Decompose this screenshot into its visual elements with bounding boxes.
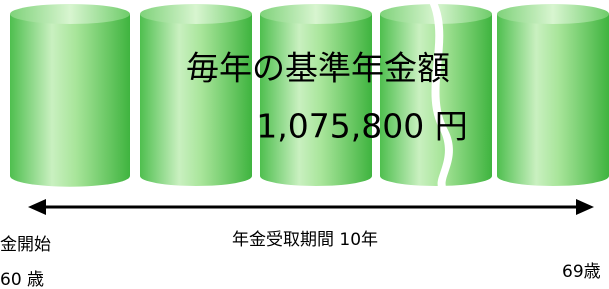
diagram: 毎年の基準年金額 1,075,800 円 年金受取期間 10年 金開始 60 歳… <box>0 0 609 289</box>
period-arrow <box>28 199 594 215</box>
cylinder <box>140 4 252 186</box>
cylinder <box>10 4 130 187</box>
amount: 1,075,800 円 <box>256 107 467 146</box>
period-label: 年金受取期間 10年 <box>232 230 378 250</box>
start-age: 60 歳 <box>0 270 44 289</box>
title: 毎年の基準年金額 <box>186 49 450 88</box>
cylinder <box>497 4 609 186</box>
page: {"title": "毎年の基準年金額", "amount": "1,075,8… <box>0 0 609 289</box>
end-age: 69歳 <box>562 262 601 282</box>
start-label: 金開始 <box>0 235 51 255</box>
cylinder <box>380 0 492 190</box>
cylinder <box>260 4 372 186</box>
cylinders <box>10 0 609 190</box>
